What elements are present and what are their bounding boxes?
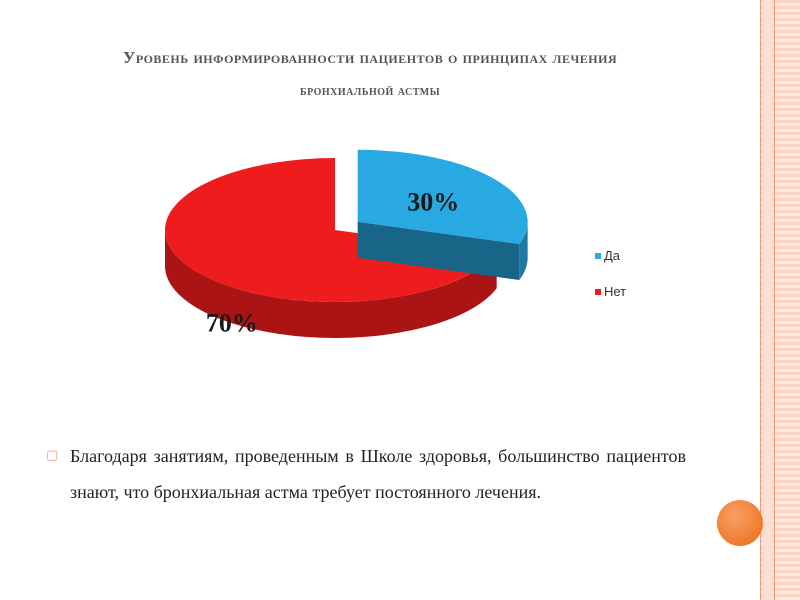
pie-chart: 30% 70% xyxy=(165,149,528,338)
decorative-border-line-left xyxy=(760,0,761,600)
legend-swatch-net xyxy=(595,289,601,295)
slice-net-top xyxy=(165,158,497,302)
decorative-border-line-right xyxy=(774,0,775,600)
decorative-border-band xyxy=(763,0,772,600)
slice-da-cut-face-1 xyxy=(357,221,520,281)
slide-title-line-1: Уровень информированности пациентов о пр… xyxy=(122,48,618,67)
slice-net-side-0 xyxy=(165,230,497,338)
slice-da-top xyxy=(357,149,528,245)
data-label-da: 30% xyxy=(407,187,459,216)
legend-label-net: Нет xyxy=(604,284,627,299)
bullet-text: Благодаря занятиям, проведенным в Школе … xyxy=(70,446,686,502)
orange-accent-circle xyxy=(717,500,763,546)
bullet-paragraph: ▢ Благодаря занятиям, проведенным в Школ… xyxy=(46,438,686,510)
data-label-net: 70% xyxy=(206,309,258,338)
legend-label-da: Да xyxy=(604,248,621,263)
slide-title: Уровень информированности пациентов о пр… xyxy=(40,44,700,112)
hollow-square-bullet-icon: ▢ xyxy=(46,448,59,463)
legend-swatch-da xyxy=(595,253,601,259)
slice-da-side-0 xyxy=(519,221,528,281)
slide-title-line-2: бронхиальной астмы xyxy=(299,84,441,99)
